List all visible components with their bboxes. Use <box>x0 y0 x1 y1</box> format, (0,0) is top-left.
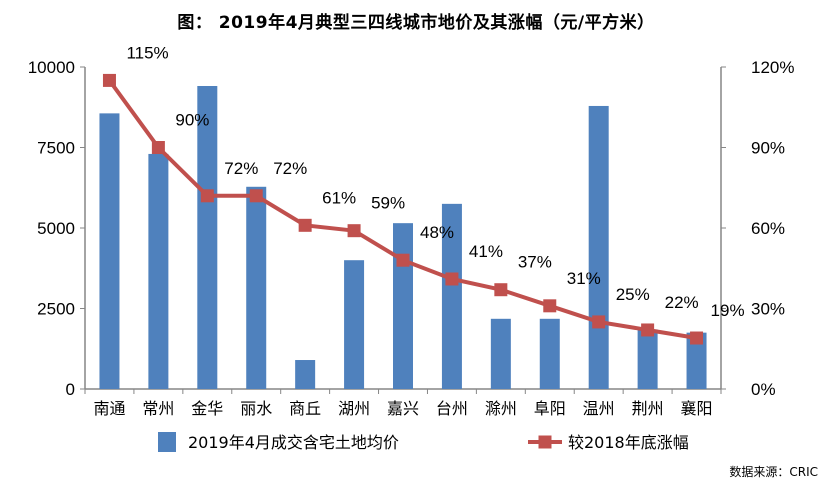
bar <box>148 153 169 389</box>
bar <box>441 203 462 389</box>
x-tick-label: 滁州 <box>485 399 517 418</box>
growth-data-label: 19% <box>711 301 745 320</box>
bar <box>99 113 120 390</box>
bar <box>393 223 413 389</box>
bar <box>246 186 267 389</box>
x-tick-label: 商丘 <box>289 399 321 418</box>
bar <box>539 318 560 389</box>
growth-data-label: 61% <box>322 188 356 207</box>
bar <box>686 332 707 389</box>
legend-label-bar: 2019年4月成交含宅土地均价 <box>188 433 399 452</box>
growth-data-label: 72% <box>224 159 258 178</box>
growth-marker <box>641 323 655 337</box>
x-tick-label: 台州 <box>436 399 468 418</box>
growth-data-label: 31% <box>567 269 601 288</box>
growth-marker <box>543 299 557 313</box>
left-tick-label: 7500 <box>37 139 75 158</box>
growth-marker <box>249 189 263 203</box>
legend-label-line: 较2018年底涨幅 <box>568 433 689 452</box>
bar <box>490 318 511 389</box>
bar <box>295 360 316 389</box>
right-tick-label: 60% <box>751 219 785 238</box>
growth-data-label: 90% <box>175 111 209 130</box>
x-tick-label: 阜阳 <box>534 399 566 418</box>
source-note: 数据来源：CRIC <box>729 465 818 479</box>
growth-data-label: 48% <box>420 223 454 242</box>
growth-marker <box>298 218 312 232</box>
growth-data-label: 59% <box>371 194 405 213</box>
legend-swatch-bar <box>158 432 176 452</box>
right-tick-label: 0% <box>751 380 776 399</box>
x-tick-label: 嘉兴 <box>387 399 419 418</box>
growth-data-label: 41% <box>469 242 503 261</box>
right-tick-label: 90% <box>751 139 785 158</box>
bar <box>197 85 218 390</box>
x-tick-label: 丽水 <box>240 399 272 418</box>
x-tick-label: 温州 <box>583 399 615 418</box>
left-tick-label: 0 <box>66 380 75 399</box>
growth-marker <box>151 141 165 154</box>
growth-data-label: 25% <box>616 285 650 304</box>
growth-marker <box>445 272 459 286</box>
bar <box>344 260 365 389</box>
growth-marker <box>592 315 606 329</box>
left-tick-label: 2500 <box>37 300 75 319</box>
x-tick-label: 金华 <box>191 399 223 418</box>
x-tick-label: 荆州 <box>632 399 664 418</box>
legend-swatch-marker <box>538 435 552 449</box>
growth-marker <box>494 283 508 297</box>
x-tick-label: 南通 <box>93 399 125 418</box>
x-tick-label: 襄阳 <box>681 399 713 418</box>
left-tick-label: 5000 <box>37 219 75 238</box>
growth-data-label: 72% <box>273 159 307 178</box>
growth-marker <box>347 224 361 238</box>
right-tick-label: 30% <box>751 300 785 319</box>
x-tick-label: 湖州 <box>338 399 370 418</box>
left-tick-label: 10000 <box>28 58 75 77</box>
growth-marker <box>396 253 410 267</box>
bar <box>637 329 658 389</box>
growth-marker <box>690 331 704 345</box>
x-tick-label: 常州 <box>142 399 174 418</box>
growth-data-label: 22% <box>665 293 699 312</box>
right-tick-label: 120% <box>751 58 794 77</box>
growth-marker <box>200 189 214 203</box>
growth-marker <box>102 73 116 87</box>
chart-title: 图： 2019年4月典型三四线城市地价及其涨幅（元/平方米） <box>177 13 655 33</box>
bar <box>588 105 609 389</box>
growth-data-label: 37% <box>518 253 552 272</box>
growth-data-label: 115% <box>126 43 168 62</box>
